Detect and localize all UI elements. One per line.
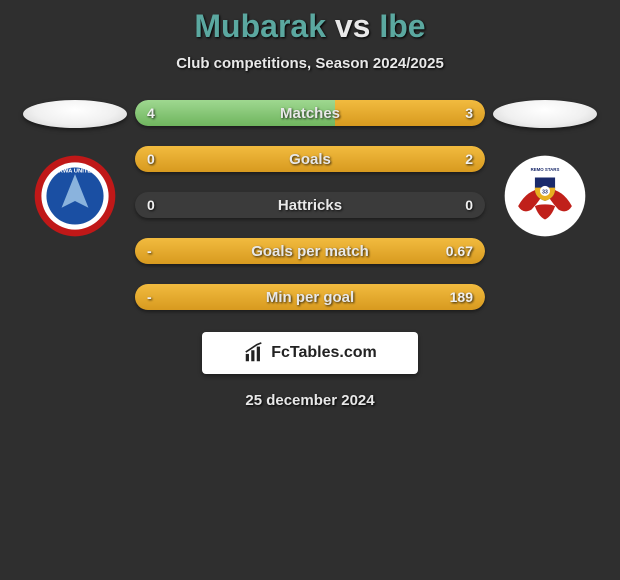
stat-value-left: 4: [147, 105, 155, 121]
player2-name: Ibe: [379, 8, 425, 44]
stat-value-right: 2: [465, 151, 473, 167]
bar-fill-right: [135, 238, 485, 264]
club-logo-1: AKWA UNITED: [33, 154, 117, 238]
left-side: AKWA UNITED: [15, 100, 135, 238]
vs-text: vs: [335, 8, 371, 44]
club-logo-2: 33 REMO STARS: [503, 154, 587, 238]
stat-value-left: 0: [147, 197, 155, 213]
stat-value-left: -: [147, 243, 152, 259]
stat-value-right: 189: [450, 289, 473, 305]
page-title: Mubarak vs Ibe: [0, 0, 620, 45]
stat-row: -0.67Goals per match: [135, 238, 485, 264]
stat-row: 02Goals: [135, 146, 485, 172]
stat-value-left: -: [147, 289, 152, 305]
subtitle: Club competitions, Season 2024/2025: [0, 55, 620, 72]
bar-fill-left: [135, 100, 335, 126]
svg-text:33: 33: [542, 189, 548, 195]
stat-value-right: 0: [465, 197, 473, 213]
bar-fill-right: [135, 146, 485, 172]
svg-text:REMO STARS: REMO STARS: [531, 167, 560, 172]
player2-silhouette: [493, 100, 597, 128]
stat-row: 0 0Hattricks: [135, 192, 485, 218]
stat-value-right: 0.67: [446, 243, 473, 259]
stat-row: -189Min per goal: [135, 284, 485, 310]
player1-silhouette: [23, 100, 127, 128]
player1-name: Mubarak: [194, 8, 326, 44]
stat-value-right: 3: [465, 105, 473, 121]
brand-box[interactable]: FcTables.com: [202, 332, 418, 374]
stat-bars: 43Matches02Goals00Hattricks-0.67Goals pe…: [135, 100, 485, 310]
comparison-content: AKWA UNITED 43Matches02Goals00Hattricks-…: [0, 100, 620, 310]
chart-icon: [243, 342, 265, 364]
right-side: 33 REMO STARS: [485, 100, 605, 238]
date-text: 25 december 2024: [0, 392, 620, 409]
bar-fill-right: [335, 100, 485, 126]
bar-fill-right: [135, 284, 485, 310]
stat-label: Hattricks: [135, 197, 485, 214]
stat-value-left: 0: [147, 151, 155, 167]
stat-row: 43Matches: [135, 100, 485, 126]
brand-text: FcTables.com: [271, 344, 377, 362]
svg-text:AKWA UNITED: AKWA UNITED: [54, 168, 95, 174]
